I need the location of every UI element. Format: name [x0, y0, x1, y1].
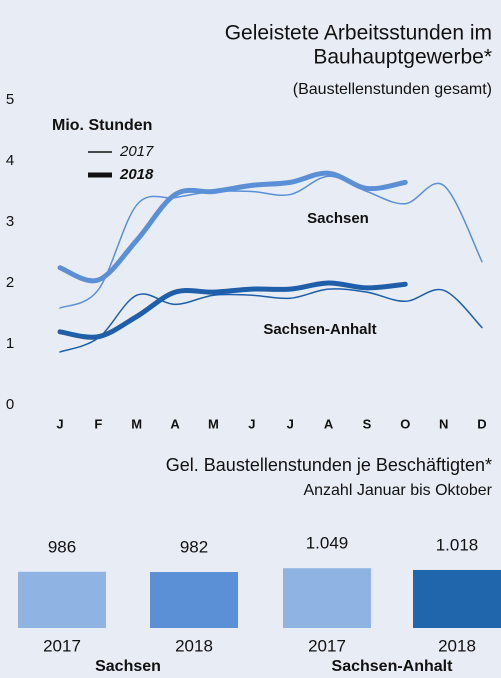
x-tick-label: O	[400, 416, 410, 431]
value-label: 982	[180, 538, 208, 557]
x-tick-label: A	[324, 416, 334, 431]
bar	[283, 568, 371, 628]
x-tick-label: 2018	[438, 636, 476, 655]
chart-title: Geleistete Arbeitsstunden im	[225, 22, 492, 45]
annotation: Sachsen	[307, 210, 369, 227]
line-series	[57, 280, 408, 340]
x-tick-label: S	[363, 416, 372, 431]
group-label: Sachsen	[95, 658, 161, 675]
x-tick-label: M	[131, 416, 142, 431]
x-tick-label: M	[208, 416, 219, 431]
x-tick-label: A	[170, 416, 180, 431]
chart-subtitle: Anzahl Januar bis Oktober	[303, 482, 492, 499]
bar	[413, 569, 501, 628]
value-label: 1.049	[306, 534, 349, 553]
y-tick-label: 2	[6, 274, 14, 291]
bar	[18, 571, 106, 628]
line-series	[57, 170, 408, 284]
chart-title: Bauhauptgewerbe*	[313, 46, 492, 69]
y-tick-label: 5	[6, 91, 14, 108]
bar	[150, 572, 238, 628]
value-label: 986	[48, 537, 76, 556]
x-tick-label: J	[56, 416, 63, 431]
x-tick-label: 2017	[308, 636, 346, 655]
y-tick-label: 4	[6, 152, 14, 169]
legend-label: 2017	[119, 143, 154, 160]
chart-title: Gel. Baustellenstunden je Beschäftigten*	[166, 455, 492, 475]
group-label: Sachsen-Anhalt	[332, 658, 454, 675]
line-series	[59, 288, 483, 353]
y-tick-label: 3	[6, 213, 14, 230]
x-tick-label: J	[248, 416, 255, 431]
x-tick-label: N	[439, 416, 448, 431]
x-tick-label: F	[94, 416, 102, 431]
y-tick-label: 1	[6, 335, 14, 352]
value-label: 1.018	[436, 535, 479, 554]
chart-subtitle: (Baustellenstunden gesamt)	[293, 81, 492, 98]
x-tick-label: 2018	[175, 636, 213, 655]
line-series	[59, 175, 483, 309]
x-tick-label: D	[477, 416, 486, 431]
legend-label: 2018	[119, 166, 154, 183]
annotation: Sachsen-Anhalt	[263, 321, 376, 338]
x-tick-label: J	[287, 416, 294, 431]
y-tick-label: 0	[6, 396, 14, 413]
legend-title: Mio. Stunden	[52, 117, 152, 134]
x-tick-label: 2017	[43, 636, 81, 655]
